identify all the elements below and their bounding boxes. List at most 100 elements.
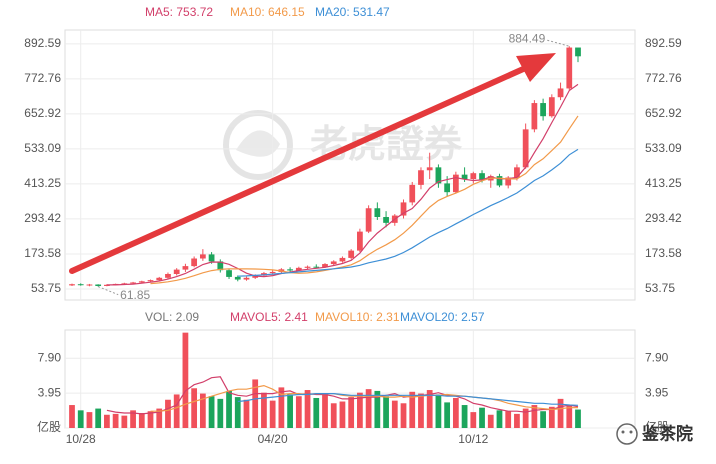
y-tick-label: 772.76 bbox=[24, 71, 61, 85]
volume-bar bbox=[156, 408, 163, 428]
candle-body bbox=[95, 284, 102, 286]
candle-body bbox=[182, 266, 189, 270]
ma-line bbox=[237, 393, 579, 406]
volume-bar bbox=[383, 396, 389, 428]
candle-body bbox=[287, 269, 293, 271]
candle-body bbox=[208, 254, 215, 262]
y-tick-label-right: 892.59 bbox=[645, 36, 682, 50]
candle-body bbox=[86, 284, 93, 286]
volume-bar bbox=[470, 412, 477, 428]
y-tick-label-right: 293.42 bbox=[645, 211, 682, 225]
volume-bar bbox=[95, 408, 102, 428]
volume-bar bbox=[77, 410, 84, 428]
candle-body bbox=[313, 266, 320, 268]
volume-bar bbox=[357, 392, 363, 428]
logo-mark bbox=[236, 130, 280, 157]
brand-icon-dot bbox=[621, 430, 625, 434]
arrow-head bbox=[516, 53, 556, 82]
y-tick-label: 7.90 bbox=[38, 350, 62, 364]
volume-bar bbox=[348, 397, 355, 428]
volume-bar bbox=[304, 390, 311, 428]
volume-bar bbox=[112, 413, 119, 428]
candle-body bbox=[357, 231, 363, 251]
volume-bar bbox=[487, 414, 494, 428]
volume-bar bbox=[165, 399, 171, 428]
y-tick-label: 533.09 bbox=[24, 141, 61, 155]
legend-entry: MAVOL20: 2.57 bbox=[400, 310, 485, 324]
candle-body bbox=[374, 208, 381, 218]
candle-body bbox=[217, 261, 224, 271]
legend-entry: VOL: 2.09 bbox=[145, 310, 199, 324]
candle-body bbox=[514, 167, 520, 178]
volume-bar bbox=[278, 387, 285, 428]
volume-bar bbox=[391, 400, 398, 428]
volume-bar bbox=[69, 405, 75, 428]
max-label: 884.49 bbox=[509, 31, 546, 45]
y-tick-label: 892.59 bbox=[24, 36, 61, 50]
y-tick-label-right: 亿股 bbox=[645, 419, 669, 434]
candle-body bbox=[147, 280, 154, 282]
volume-bar bbox=[269, 400, 276, 428]
candle-body bbox=[418, 170, 424, 185]
volume-bar bbox=[418, 393, 424, 428]
volume-bar bbox=[330, 403, 337, 428]
volume-bar bbox=[104, 414, 110, 428]
candle-body bbox=[234, 276, 241, 280]
volume-bar bbox=[426, 390, 433, 428]
candle-body bbox=[330, 261, 337, 265]
candle-body bbox=[252, 275, 259, 278]
x-tick-label: 04/20 bbox=[258, 432, 288, 446]
brand-icon bbox=[616, 423, 638, 445]
y-tick-label-right: 7.90 bbox=[645, 350, 669, 364]
brand-icon-dot bbox=[629, 430, 633, 434]
arrow-shaft bbox=[69, 63, 533, 274]
volume-bar bbox=[409, 391, 416, 428]
candle-body bbox=[522, 129, 529, 168]
ma-line bbox=[150, 115, 579, 285]
volume-bar bbox=[566, 405, 573, 428]
min-leader bbox=[97, 286, 119, 296]
legend-entry: MAVOL10: 2.31 bbox=[315, 310, 400, 324]
logo-ring bbox=[223, 110, 293, 180]
y-tick-label-right: 173.58 bbox=[645, 246, 682, 260]
volume-bar bbox=[147, 411, 154, 428]
x-tick-label: 10/28 bbox=[66, 432, 96, 446]
price-panel: 53.75 53.75 173.58 173.58 293.42 293.42 413.25… bbox=[24, 29, 682, 302]
y-tick-label: 413.25 bbox=[24, 176, 61, 190]
y-tick-label-right: 413.25 bbox=[645, 176, 682, 190]
volume-bar bbox=[121, 415, 128, 428]
volume-bar bbox=[461, 405, 468, 428]
volume-bar bbox=[505, 411, 512, 428]
candle-body bbox=[121, 283, 128, 285]
candle-body bbox=[575, 47, 581, 57]
volume-bar bbox=[130, 410, 136, 428]
ma-line bbox=[150, 384, 579, 412]
volume-bar bbox=[217, 398, 224, 428]
x-tick-label: 10/12 bbox=[458, 432, 488, 446]
candle-body bbox=[156, 277, 163, 281]
volume-bar bbox=[548, 406, 555, 428]
legend-entry: MA5: 753.72 bbox=[145, 5, 213, 19]
candle-body bbox=[566, 47, 573, 89]
candle-body bbox=[295, 267, 302, 271]
candle-body bbox=[173, 269, 180, 274]
volume-bar bbox=[514, 413, 520, 428]
volume-panel: 亿股 亿股 3.95 3.95 7.90 7.90 10/28 04/20 10/12 bbox=[37, 329, 669, 446]
y-tick-label: 3.95 bbox=[38, 385, 62, 399]
candle-body bbox=[557, 88, 564, 98]
candle-body bbox=[531, 103, 538, 130]
legend-entry: MAVOL5: 2.41 bbox=[230, 310, 308, 324]
volume-bar bbox=[252, 379, 259, 428]
ma-line bbox=[237, 148, 579, 277]
candle-body bbox=[548, 97, 555, 117]
volume-bar bbox=[365, 389, 372, 428]
volume-bar bbox=[339, 401, 346, 428]
candle-body bbox=[426, 167, 433, 171]
candle-body bbox=[348, 250, 355, 258]
y-tick-label: 293.42 bbox=[24, 211, 61, 225]
trend-arrow bbox=[69, 53, 556, 274]
volume-bar bbox=[557, 398, 564, 428]
candle-body bbox=[435, 167, 442, 184]
legend-entry: MA20: 531.47 bbox=[315, 5, 390, 19]
